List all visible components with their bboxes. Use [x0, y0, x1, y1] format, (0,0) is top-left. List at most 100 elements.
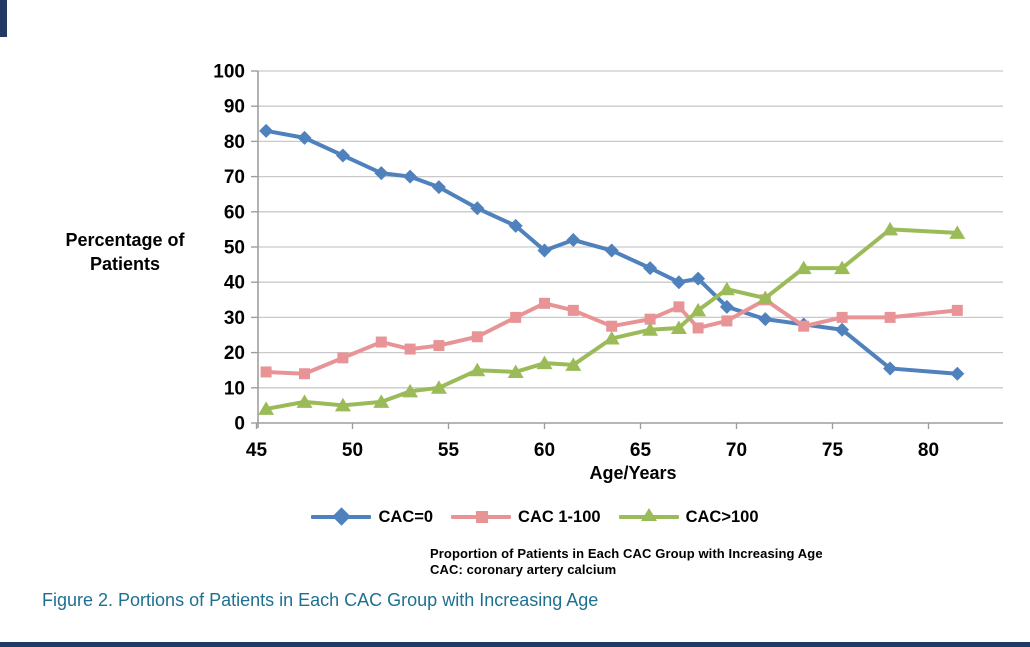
x-tick-label: 80: [918, 440, 939, 461]
diamond-marker-icon: [883, 361, 898, 376]
square-marker-icon: [433, 340, 445, 352]
y-tick-label: 100: [213, 62, 245, 83]
legend-item-cac-gt-100: CAC>100: [618, 507, 759, 527]
legend-line-blue: [311, 507, 372, 526]
legend-line-pink: [451, 511, 512, 523]
triangle-marker-icon: [296, 394, 313, 408]
y-tick-label: 50: [224, 238, 245, 259]
triangle-marker-icon: [757, 290, 774, 305]
square-marker-icon: [836, 311, 848, 323]
square-marker-icon: [476, 511, 489, 523]
y-tick-label: 80: [224, 132, 245, 153]
x-tick-label: 55: [438, 440, 460, 461]
legend-label-cac-1-100: CAC 1-100: [518, 507, 601, 526]
diamond-marker-icon: [719, 299, 734, 314]
diamond-marker-icon: [835, 322, 850, 337]
triangle-marker-icon: [507, 364, 524, 378]
diamond-marker-icon: [643, 261, 658, 276]
x-tick-label: 75: [822, 440, 844, 461]
legend-item-cac-0: CAC=0: [311, 507, 434, 527]
diamond-marker-icon: [758, 312, 773, 327]
triangle-marker-icon: [565, 357, 582, 371]
triangle-marker-icon: [603, 331, 620, 345]
triangle-marker-icon: [690, 302, 707, 317]
legend-item-cac-1-100: CAC 1-100: [451, 508, 601, 527]
y-tick-label: 20: [224, 343, 245, 364]
y-tick-label: 90: [224, 97, 245, 118]
triangle-marker-icon: [373, 394, 390, 408]
square-marker-icon: [260, 366, 272, 378]
y-tick-label: 30: [224, 308, 245, 329]
y-axis-title: Percentage of Patients: [30, 228, 220, 276]
square-marker-icon: [951, 304, 963, 316]
diamond-marker-icon: [403, 169, 418, 184]
diamond-marker-icon: [566, 232, 581, 247]
square-marker-icon: [884, 311, 896, 323]
x-tick-label: 50: [342, 440, 363, 461]
triangle-marker-icon: [670, 320, 687, 334]
triangle-marker-icon: [334, 397, 351, 412]
diamond-marker-icon: [604, 243, 619, 258]
diamond-marker-icon: [671, 275, 686, 290]
diamond-marker-icon: [950, 366, 965, 381]
square-marker-icon: [471, 331, 483, 343]
diamond-marker-icon: [431, 180, 446, 195]
x-tick-label: 65: [630, 440, 652, 461]
diamond-marker-icon: [470, 201, 485, 216]
square-marker-icon: [798, 320, 810, 332]
square-marker-icon: [673, 301, 685, 313]
triangle-marker-icon: [536, 355, 553, 370]
triangle-marker-icon: [640, 508, 657, 521]
y-tick-label: 40: [224, 273, 245, 294]
y-axis-title-line1: Percentage of: [65, 230, 185, 250]
legend-label-cac-gt-100: CAC>100: [685, 507, 759, 526]
triangle-marker-icon: [718, 281, 735, 296]
chart-legend: CAC=0 CAC 1-100 CAC>100: [285, 504, 785, 530]
triangle-marker-icon: [834, 260, 851, 275]
triangle-marker-icon: [882, 221, 899, 236]
square-marker-icon: [644, 313, 656, 325]
square-marker-icon: [337, 352, 349, 364]
square-marker-icon: [692, 322, 704, 334]
triangle-marker-icon: [642, 322, 659, 336]
triangle-marker-icon: [949, 225, 966, 239]
y-tick-label: 0: [234, 414, 245, 435]
diamond-marker-icon: [332, 507, 352, 526]
y-axis-title-line2: Patients: [89, 254, 161, 274]
x-tick-label: 60: [534, 440, 555, 461]
diamond-marker-icon: [335, 148, 350, 163]
chart-note-line1: Proportion of Patients in Each CAC Group…: [430, 546, 823, 561]
y-tick-label: 10: [224, 378, 245, 399]
triangle-marker-icon: [430, 380, 447, 394]
square-marker-icon: [721, 315, 733, 327]
square-marker-icon: [375, 336, 387, 348]
square-marker-icon: [567, 304, 579, 316]
legend-label-cac-0: CAC=0: [378, 507, 434, 526]
square-marker-icon: [299, 368, 310, 380]
x-axis-title: Age/Years: [589, 463, 677, 483]
square-marker-icon: [606, 320, 618, 332]
diamond-marker-icon: [374, 166, 389, 181]
square-marker-icon: [539, 297, 550, 309]
x-tick-label: 70: [726, 440, 747, 461]
diamond-marker-icon: [508, 218, 523, 233]
triangle-marker-icon: [469, 362, 486, 377]
diamond-marker-icon: [297, 130, 312, 145]
diamond-marker-icon: [691, 271, 706, 286]
triangle-marker-icon: [258, 401, 275, 415]
bottom-accent-bar: [0, 642, 1030, 647]
figure-caption: Figure 2. Portions of Patients in Each C…: [42, 590, 599, 610]
y-tick-label: 60: [224, 202, 245, 223]
chart-note-line2: CAC: coronary artery calcium: [430, 562, 617, 577]
y-tick-label: 70: [224, 167, 245, 188]
square-marker-icon: [510, 311, 522, 323]
legend-line-green: [618, 508, 679, 521]
top-left-accent-bar: [0, 0, 7, 37]
x-tick-label: 45: [246, 440, 268, 461]
triangle-marker-icon: [795, 260, 812, 275]
diamond-marker-icon: [537, 243, 552, 258]
diamond-marker-icon: [259, 123, 274, 138]
triangle-marker-icon: [402, 383, 419, 398]
